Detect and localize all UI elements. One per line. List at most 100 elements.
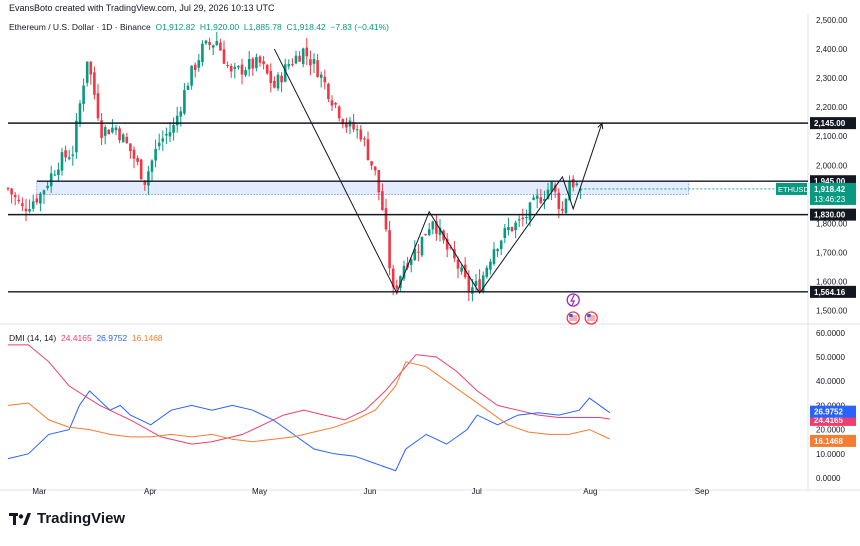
- candle-body: [71, 154, 75, 156]
- trend-arrow-head: [597, 122, 604, 130]
- time-axis-tick: Jun: [364, 487, 377, 496]
- dmi-axis-tick: 40.0000: [816, 377, 845, 386]
- brand-name: TradingView: [37, 510, 126, 527]
- candle-body: [337, 106, 341, 119]
- dmi-axis-tick: 10.0000: [816, 450, 845, 459]
- candle-body: [60, 152, 64, 171]
- candle-body: [244, 70, 247, 76]
- countdown-label: 13:46:23: [814, 195, 846, 204]
- candles: [6, 31, 582, 302]
- candle-body: [319, 74, 323, 78]
- credit-text: EvansBoto created with TradingView.com, …: [9, 3, 275, 13]
- candle-body: [301, 48, 305, 65]
- symbol-tag: ETHUSD: [778, 185, 809, 194]
- trend-path: [273, 48, 603, 295]
- candle-body: [247, 59, 251, 70]
- level-label: 2,145.00: [814, 119, 846, 128]
- candle-body: [276, 74, 280, 89]
- candle-body: [161, 138, 165, 142]
- adx-value: 16.1468: [131, 333, 163, 343]
- candle-body: [287, 64, 291, 67]
- candle-body: [546, 189, 550, 199]
- candle-body: [107, 129, 111, 135]
- candle-body: [31, 201, 35, 209]
- candle-body: [100, 120, 103, 138]
- dmi-axis-tick: 60.0000: [816, 329, 845, 338]
- candle-body: [89, 61, 93, 75]
- time-axis-tick: Apr: [144, 487, 157, 496]
- candle-body: [197, 60, 201, 68]
- symbol-tag-bg: [776, 182, 807, 195]
- dmi-value-tag: 16.1468: [814, 437, 843, 446]
- candle-body: [39, 193, 42, 204]
- time-axis-tick: Jul: [472, 487, 482, 496]
- candle-body: [399, 276, 402, 288]
- candle-body: [507, 227, 510, 231]
- price-axis-tick: 2,400.00: [816, 45, 848, 54]
- candle-body: [474, 280, 478, 286]
- candle-body: [21, 203, 24, 207]
- time-axis-tick: Sep: [695, 487, 710, 496]
- candle-body: [118, 128, 121, 141]
- dmi-axis-tick: 50.0000: [816, 353, 845, 362]
- candle-body: [370, 161, 373, 166]
- dmi-minus-value: 26.9752: [96, 333, 128, 343]
- time-axis-tick: Aug: [583, 487, 597, 496]
- candle-body: [564, 199, 568, 214]
- level-label: 1,564.16: [814, 288, 846, 297]
- candle-body: [114, 127, 118, 131]
- candle-body: [291, 64, 294, 66]
- candle-body: [10, 188, 13, 195]
- dmi-value-tag-bg: [810, 434, 856, 447]
- level-label: 1,830.00: [814, 211, 846, 220]
- candle-body: [435, 221, 438, 234]
- price-axis-tick: 2,300.00: [816, 74, 848, 83]
- level-label-bg: [810, 208, 856, 221]
- candle-body: [334, 102, 337, 105]
- candle-body: [409, 259, 413, 265]
- candle-body: [341, 119, 345, 125]
- price-axis-tick: 2,000.00: [816, 161, 848, 170]
- candle-body: [222, 49, 226, 64]
- candle-body: [550, 181, 553, 192]
- candle-body: [175, 115, 179, 126]
- dmi-value-tag: 24.4165: [814, 416, 843, 425]
- tradingview-brand[interactable]: TradingView: [9, 510, 125, 527]
- candle-body: [543, 198, 546, 201]
- tradingview-logo-icon: [9, 512, 31, 525]
- candle-body: [417, 251, 420, 253]
- candle-body: [471, 287, 474, 294]
- ohlc-change: −7.83 (−0.41%): [330, 22, 390, 32]
- candle-body: [237, 66, 240, 68]
- candle-body: [449, 247, 453, 249]
- candle-body: [460, 267, 463, 272]
- candle-body: [262, 61, 265, 65]
- candle-body: [345, 122, 348, 128]
- dmi-title: DMI (14, 14): [9, 333, 57, 343]
- candle-body: [557, 192, 561, 210]
- candle-body: [78, 103, 82, 124]
- candle-body: [294, 55, 298, 64]
- candle-body: [24, 208, 28, 212]
- price-axis-tick: 1,700.00: [816, 248, 848, 257]
- symbol-title: Ethereum / U.S. Dollar · 1D · Binance: [9, 22, 151, 32]
- flag-canton: [569, 314, 573, 317]
- candle-body: [265, 64, 269, 74]
- candle-body: [539, 197, 543, 203]
- candle-body: [64, 150, 67, 158]
- candle-body: [57, 169, 60, 176]
- candle-body: [402, 265, 406, 279]
- candle-body: [373, 166, 377, 171]
- dmi-value-tag-bg: [810, 405, 856, 418]
- dmi-series-line-0: [8, 344, 610, 445]
- candle-body: [258, 56, 262, 63]
- candle-body: [129, 143, 132, 152]
- price-axis-tick: 1,800.00: [816, 219, 848, 228]
- candle-body: [150, 160, 154, 172]
- candle-body: [183, 90, 186, 114]
- price-axis-tick: 2,500.00: [816, 16, 848, 25]
- price-axis-tick: 1,600.00: [816, 277, 848, 286]
- candle-body: [427, 229, 431, 235]
